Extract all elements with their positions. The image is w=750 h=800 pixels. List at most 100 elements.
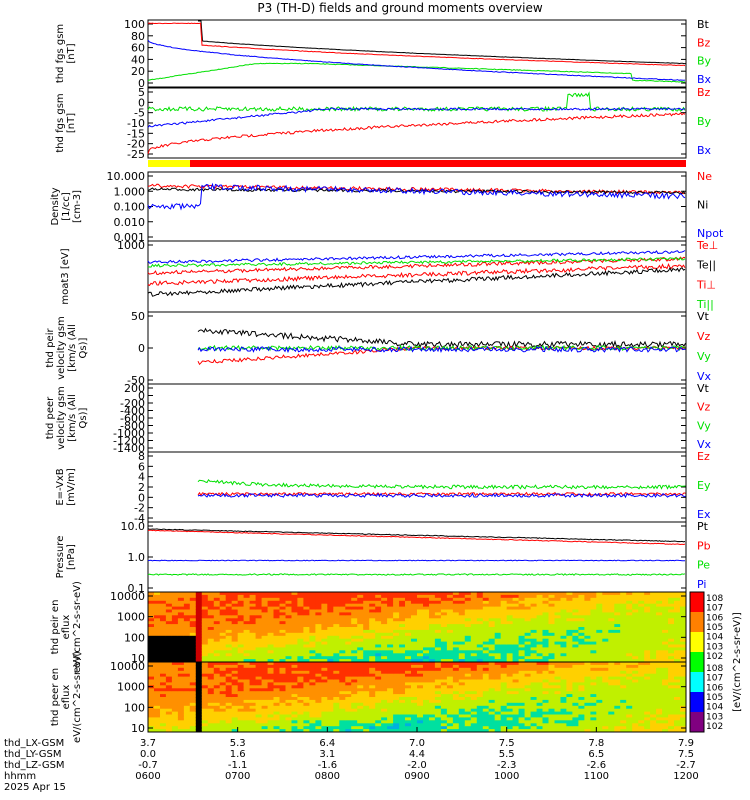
panel-11-cell [183,685,191,689]
panel-10-cell [476,615,484,619]
panel-10-cell [429,594,436,599]
panel-11-cell [363,714,370,718]
panel-10-cell [321,632,328,637]
panel-10-cell [500,609,508,613]
panel-10-cell [674,612,681,616]
panel-2-tick-label: -5 [134,107,145,120]
panel-10-cell [177,612,185,616]
panel-10-cell [548,632,555,637]
panel-10-cell [333,592,340,596]
panel-11-cell [680,714,687,718]
panel-11-cell [273,711,280,715]
panel-10-cell [285,659,292,663]
panel-10-cell [333,612,340,616]
panel-11-cell [608,676,615,680]
panel-11-cell [333,708,340,713]
panel-11-cell [357,697,364,701]
panel-11-cell [638,711,645,715]
panel-10-cell [518,600,526,605]
panel-11-cell [375,670,382,675]
panel-10-cell [291,644,298,648]
panel-11-cell [572,670,579,675]
panel-10-cell [201,627,209,631]
panel-11-cell [423,662,430,666]
panel-11-cell [518,720,526,724]
panel-10-cell [327,635,334,640]
panel-10-cell [614,597,621,602]
panel-10-cell [506,618,514,622]
panel-10-cell [464,594,472,599]
panel-10-cell [405,647,412,651]
panel-11-cell [315,662,322,666]
panel-10-cell [315,635,322,640]
panel-10-cell [148,612,155,616]
panel-10-cell [668,647,675,651]
colorbar-cell [690,628,704,631]
panel-11-cell [417,670,424,675]
panel-9-tick-label: 0.1 [128,582,146,595]
panel-11-cell [500,699,508,704]
panel-11-cell [614,717,621,721]
panel-10-cell [183,632,191,637]
panel-10-cell [608,618,615,622]
panel-10-cell [189,603,197,608]
panel-11-cell [201,720,209,724]
panel-11-cell [464,688,472,692]
panel-11-cell [309,705,316,710]
panel-10-cell [512,618,520,622]
panel-10-cell [488,597,496,602]
panel-11-cell [560,670,567,675]
panel-11-cell [207,711,215,715]
panel-11-cell [333,711,340,715]
panel-10-cell [315,597,322,602]
panel-10-cell [327,638,334,643]
panel-11-cell [219,664,227,669]
panel-11-cell [405,682,412,686]
panel-1-tick-label: 40 [131,53,145,66]
panel-11-cell [650,702,657,707]
panel-11-cell [602,711,609,715]
panel-11-cell [315,691,322,695]
panel-10-cell [464,603,472,608]
panel-10-cell [423,653,430,657]
panel-9-tick-label: 1.0 [128,551,146,564]
panel-10-cell [536,635,544,640]
panel-10-cell [339,650,346,654]
panel-10-cell [411,659,418,663]
panel-10-cell [596,612,603,616]
panel-11-cell [470,688,478,692]
panel-11-cell [452,694,460,698]
panel-2-legend-1: Bz [697,86,711,99]
panel-11-cell [285,705,292,710]
panel-10-cell [333,638,340,643]
panel-11-cell [656,699,663,704]
panel-10-cell [381,653,388,657]
panel-10-cell [333,624,340,628]
panel-11-cell [285,676,292,680]
panel-11-cell [572,702,579,707]
panel-10-cell [243,653,251,657]
panel-10-cell [219,647,227,651]
panel-11-cell [536,705,544,710]
panel-10-cell [363,627,370,631]
panel-11-cell [351,676,358,680]
panel-10-cell [393,606,400,610]
panel-10-cell [154,597,161,602]
panel-11-cell [429,702,436,707]
panel-10-cell [494,629,502,634]
panel-11-cell [674,697,681,701]
panel-10-cell [177,638,185,643]
panel-10-cell [201,597,209,602]
panel-10-cell [351,641,358,645]
panel-10-cell [213,621,221,625]
panel-10-cell [309,621,316,625]
panel-10-cell [375,627,382,631]
panel-11-cell [596,691,603,695]
panel-10-cell [207,612,215,616]
panel-1-legend-4: Bx [697,73,712,86]
panel-11-cell [602,699,609,704]
panel-11-cell [434,723,442,727]
panel-11-cell [650,705,657,710]
panel-10-cell [548,641,555,645]
panel-11-cell [249,729,257,733]
